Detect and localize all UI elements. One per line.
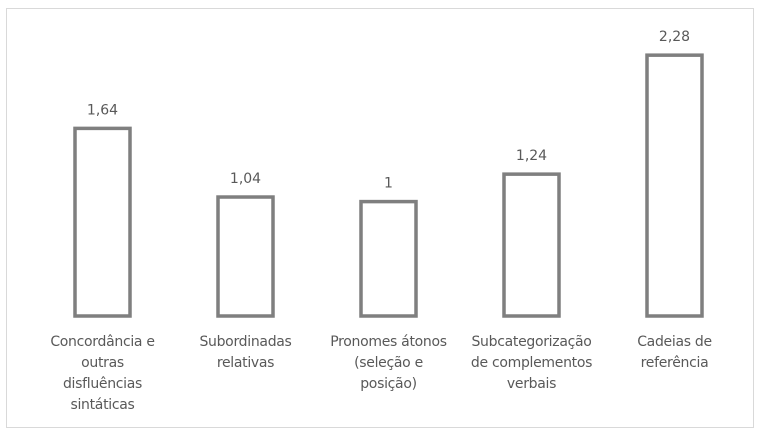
category-label-line: sintáticas <box>70 397 135 413</box>
category-label-line: Subcategorização <box>471 334 592 350</box>
category-label-line: verbais <box>506 376 557 392</box>
category-label-line: outras <box>81 355 124 371</box>
category-label-line: referência <box>640 355 709 371</box>
category-label-line: (seleção e <box>354 355 423 371</box>
bars-layer <box>73 53 704 318</box>
data-label-3: 1 <box>384 176 393 192</box>
category-label-line: disfluências <box>62 376 143 392</box>
category-label-4: Subcategorização de complementos verbais <box>467 332 597 395</box>
category-label-2: Subordinadas relativas <box>181 332 311 374</box>
data-label-2: 1,04 <box>230 171 261 187</box>
category-label-3: Pronomes átonos (seleção e posição) <box>324 332 454 395</box>
category-label-line: Subordinadas <box>199 334 292 350</box>
data-label-1: 1,64 <box>87 102 118 118</box>
category-label-line: posição) <box>360 376 417 392</box>
data-label-4: 1,24 <box>516 148 547 164</box>
bar-3 <box>359 199 418 318</box>
data-label-5: 2,28 <box>659 29 690 45</box>
bar-4 <box>502 172 561 318</box>
category-label-line: Pronomes átonos <box>330 334 447 350</box>
bar-1 <box>73 126 132 318</box>
category-label-5: Cadeias de referência <box>610 332 740 374</box>
category-label-line: relativas <box>216 355 275 371</box>
category-label-line: Concordância e <box>50 334 155 350</box>
category-label-line: Cadeias de <box>637 334 712 350</box>
category-label-1: Concordância e outras disfluências sintátic… <box>38 332 168 416</box>
bar-2 <box>216 195 275 318</box>
bar-5 <box>645 53 704 318</box>
data-labels-layer: 1,64 1,04 1 1,24 2,28 <box>87 29 690 191</box>
category-label-line: de complementos <box>470 355 593 371</box>
